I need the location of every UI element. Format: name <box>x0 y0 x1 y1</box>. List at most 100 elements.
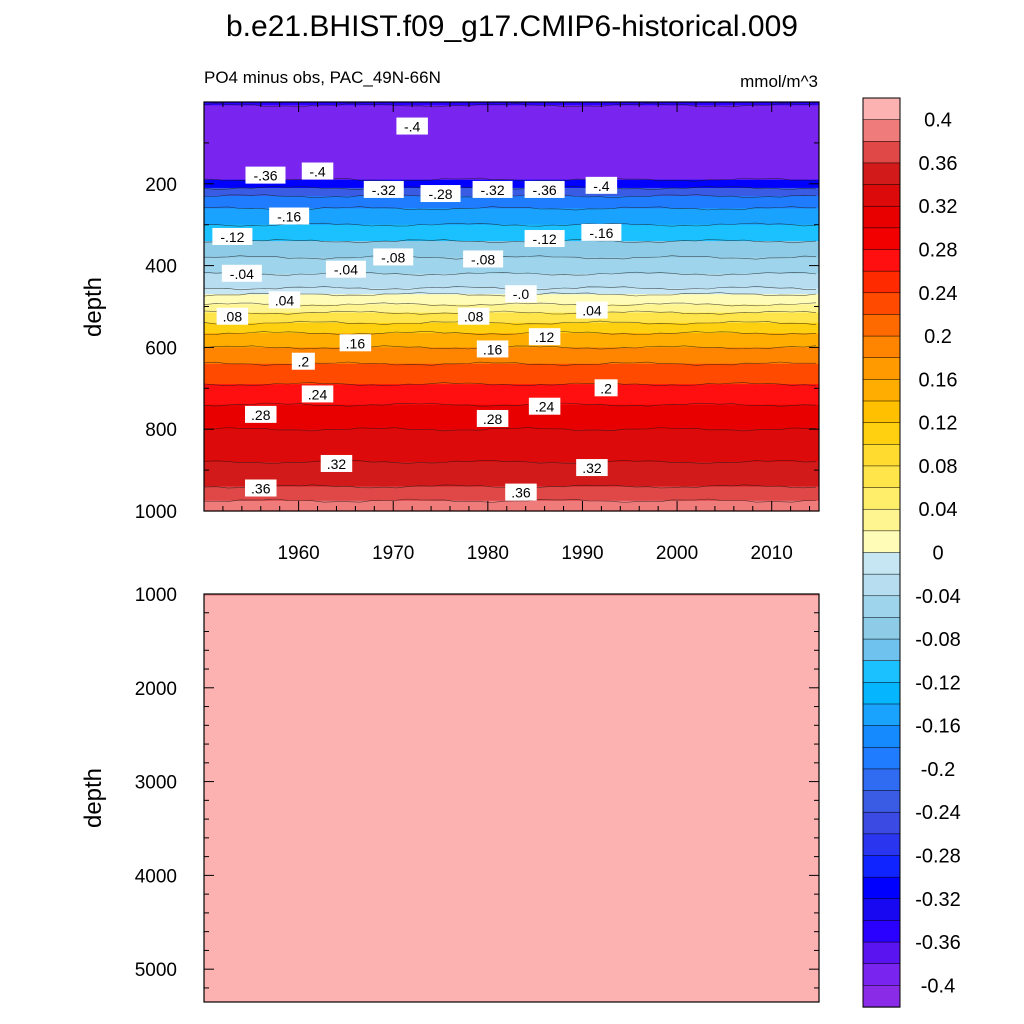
upper-contour-labels: -.4 -.36 -.4 -.32 -.28 -.32 -.36 -.4 -.16 -.12 -.1… <box>212 117 622 501</box>
contour-line <box>203 255 817 260</box>
contour-label: .24 <box>301 385 334 403</box>
contour-band <box>204 257 819 275</box>
contour-label: -.4 <box>396 117 428 135</box>
svg-text:-.4: -.4 <box>309 164 326 180</box>
contour-line <box>203 177 817 182</box>
colorbar-swatch <box>862 270 901 294</box>
colorbar-swatch <box>862 833 901 857</box>
colorbar-swatch <box>862 660 901 684</box>
contour-label: .2 <box>594 379 618 397</box>
contour-band <box>204 304 819 314</box>
contour-line <box>203 402 817 407</box>
y-tick-label: 2000 <box>135 679 177 700</box>
colorbar-swatch <box>862 703 901 727</box>
contour-label: -.16 <box>581 223 622 241</box>
y-tick-label: 1000 <box>135 502 177 523</box>
contour-label: -.04 <box>221 264 262 282</box>
contour-line <box>203 238 817 244</box>
y-tick-label: 200 <box>145 175 177 196</box>
colorbar-swatch <box>862 335 901 359</box>
svg-text:.24: .24 <box>535 399 555 415</box>
lower-y-axis: 1000 2000 3000 4000 5000 <box>135 585 819 989</box>
colorbar-swatch <box>862 985 901 1008</box>
colorbar-swatch <box>862 444 901 467</box>
contour-band <box>204 312 819 324</box>
contour-line <box>203 382 817 387</box>
svg-text:-.4: -.4 <box>593 178 610 194</box>
contour-label: -.32 <box>363 180 404 198</box>
x-tick-label: 1970 <box>372 543 414 564</box>
contour-band <box>204 105 819 181</box>
contour-band <box>204 224 819 242</box>
contour-band <box>204 241 819 259</box>
svg-text:.28: .28 <box>251 407 271 423</box>
colorbar-swatch <box>862 465 901 489</box>
svg-text:.08: .08 <box>223 309 243 325</box>
colorbar-swatch <box>862 898 901 922</box>
contour-line <box>203 103 817 108</box>
svg-text:-.32: -.32 <box>372 182 396 198</box>
colorbar-swatch <box>862 205 901 229</box>
x-tick-label: 2000 <box>656 543 698 564</box>
y-tick-label: 1000 <box>135 585 177 606</box>
svg-text:-.36: -.36 <box>253 168 277 184</box>
contour-label: -.32 <box>472 180 513 198</box>
svg-text:.36: .36 <box>511 485 531 501</box>
colorbar-swatch <box>862 400 901 424</box>
colorbar-swatch <box>862 249 901 272</box>
contour-line <box>203 320 817 326</box>
colorbar-label: -0.16 <box>915 716 961 738</box>
contour-label: -.16 <box>269 207 310 225</box>
colorbar-label: 0.36 <box>919 153 958 175</box>
contour-label: .32 <box>320 454 353 472</box>
colorbar-swatch <box>862 530 901 554</box>
lower-panel: 1000 2000 3000 4000 5000 depth <box>80 585 820 1003</box>
colorbar-swatch <box>862 747 901 770</box>
contour-line <box>203 498 817 503</box>
colorbar-swatch <box>862 617 901 640</box>
colorbar-label: -0.28 <box>915 846 961 868</box>
colorbar-label: -0.4 <box>921 975 955 997</box>
colorbar-label: 0.12 <box>919 413 958 435</box>
colorbar-label: -0.24 <box>915 802 961 824</box>
contour-band <box>204 347 819 365</box>
contour-line <box>203 459 817 464</box>
colorbar-swatch <box>862 184 901 207</box>
x-tick-label: 1990 <box>561 543 603 564</box>
colorbar-label: -0.36 <box>915 932 961 954</box>
contour-band <box>204 384 819 406</box>
colorbar-swatch <box>862 508 901 532</box>
contour-label: .04 <box>268 291 301 309</box>
contour-label: -.0 <box>505 285 537 303</box>
colorbar-swatch <box>862 768 901 792</box>
svg-text:-.16: -.16 <box>277 209 301 225</box>
contour-label: .28 <box>476 409 509 427</box>
colorbar-swatch <box>862 573 901 597</box>
contour-label: .36 <box>245 479 277 497</box>
svg-text:.04: .04 <box>582 303 602 319</box>
contour-band <box>204 404 819 430</box>
svg-text:.24: .24 <box>308 386 328 402</box>
contour-line <box>203 484 817 489</box>
svg-text:-.12: -.12 <box>533 231 557 247</box>
svg-text:-.0: -.0 <box>513 286 530 302</box>
svg-text:-.16: -.16 <box>589 225 613 241</box>
contour-band <box>204 322 819 334</box>
contour-label: -.4 <box>301 162 334 180</box>
colorbar-label: 0.04 <box>919 499 958 521</box>
contour-label: .16 <box>476 340 509 358</box>
contour-label: -.36 <box>245 166 286 184</box>
contour-label: -.36 <box>524 180 565 198</box>
colorbar-swatch <box>862 876 901 900</box>
colorbar-swatch <box>862 487 901 510</box>
contour-line <box>203 286 816 291</box>
colorbar-swatch <box>862 141 901 164</box>
colorbar-label: 0.4 <box>924 110 952 132</box>
y-tick-label: 400 <box>145 257 177 278</box>
contour-band <box>204 333 819 348</box>
contour-label: .36 <box>505 483 537 501</box>
svg-text:.32: .32 <box>327 456 347 472</box>
svg-text:-.36: -.36 <box>533 182 557 198</box>
colorbar-label: 0.16 <box>919 369 958 391</box>
contour-label: .32 <box>576 459 608 477</box>
